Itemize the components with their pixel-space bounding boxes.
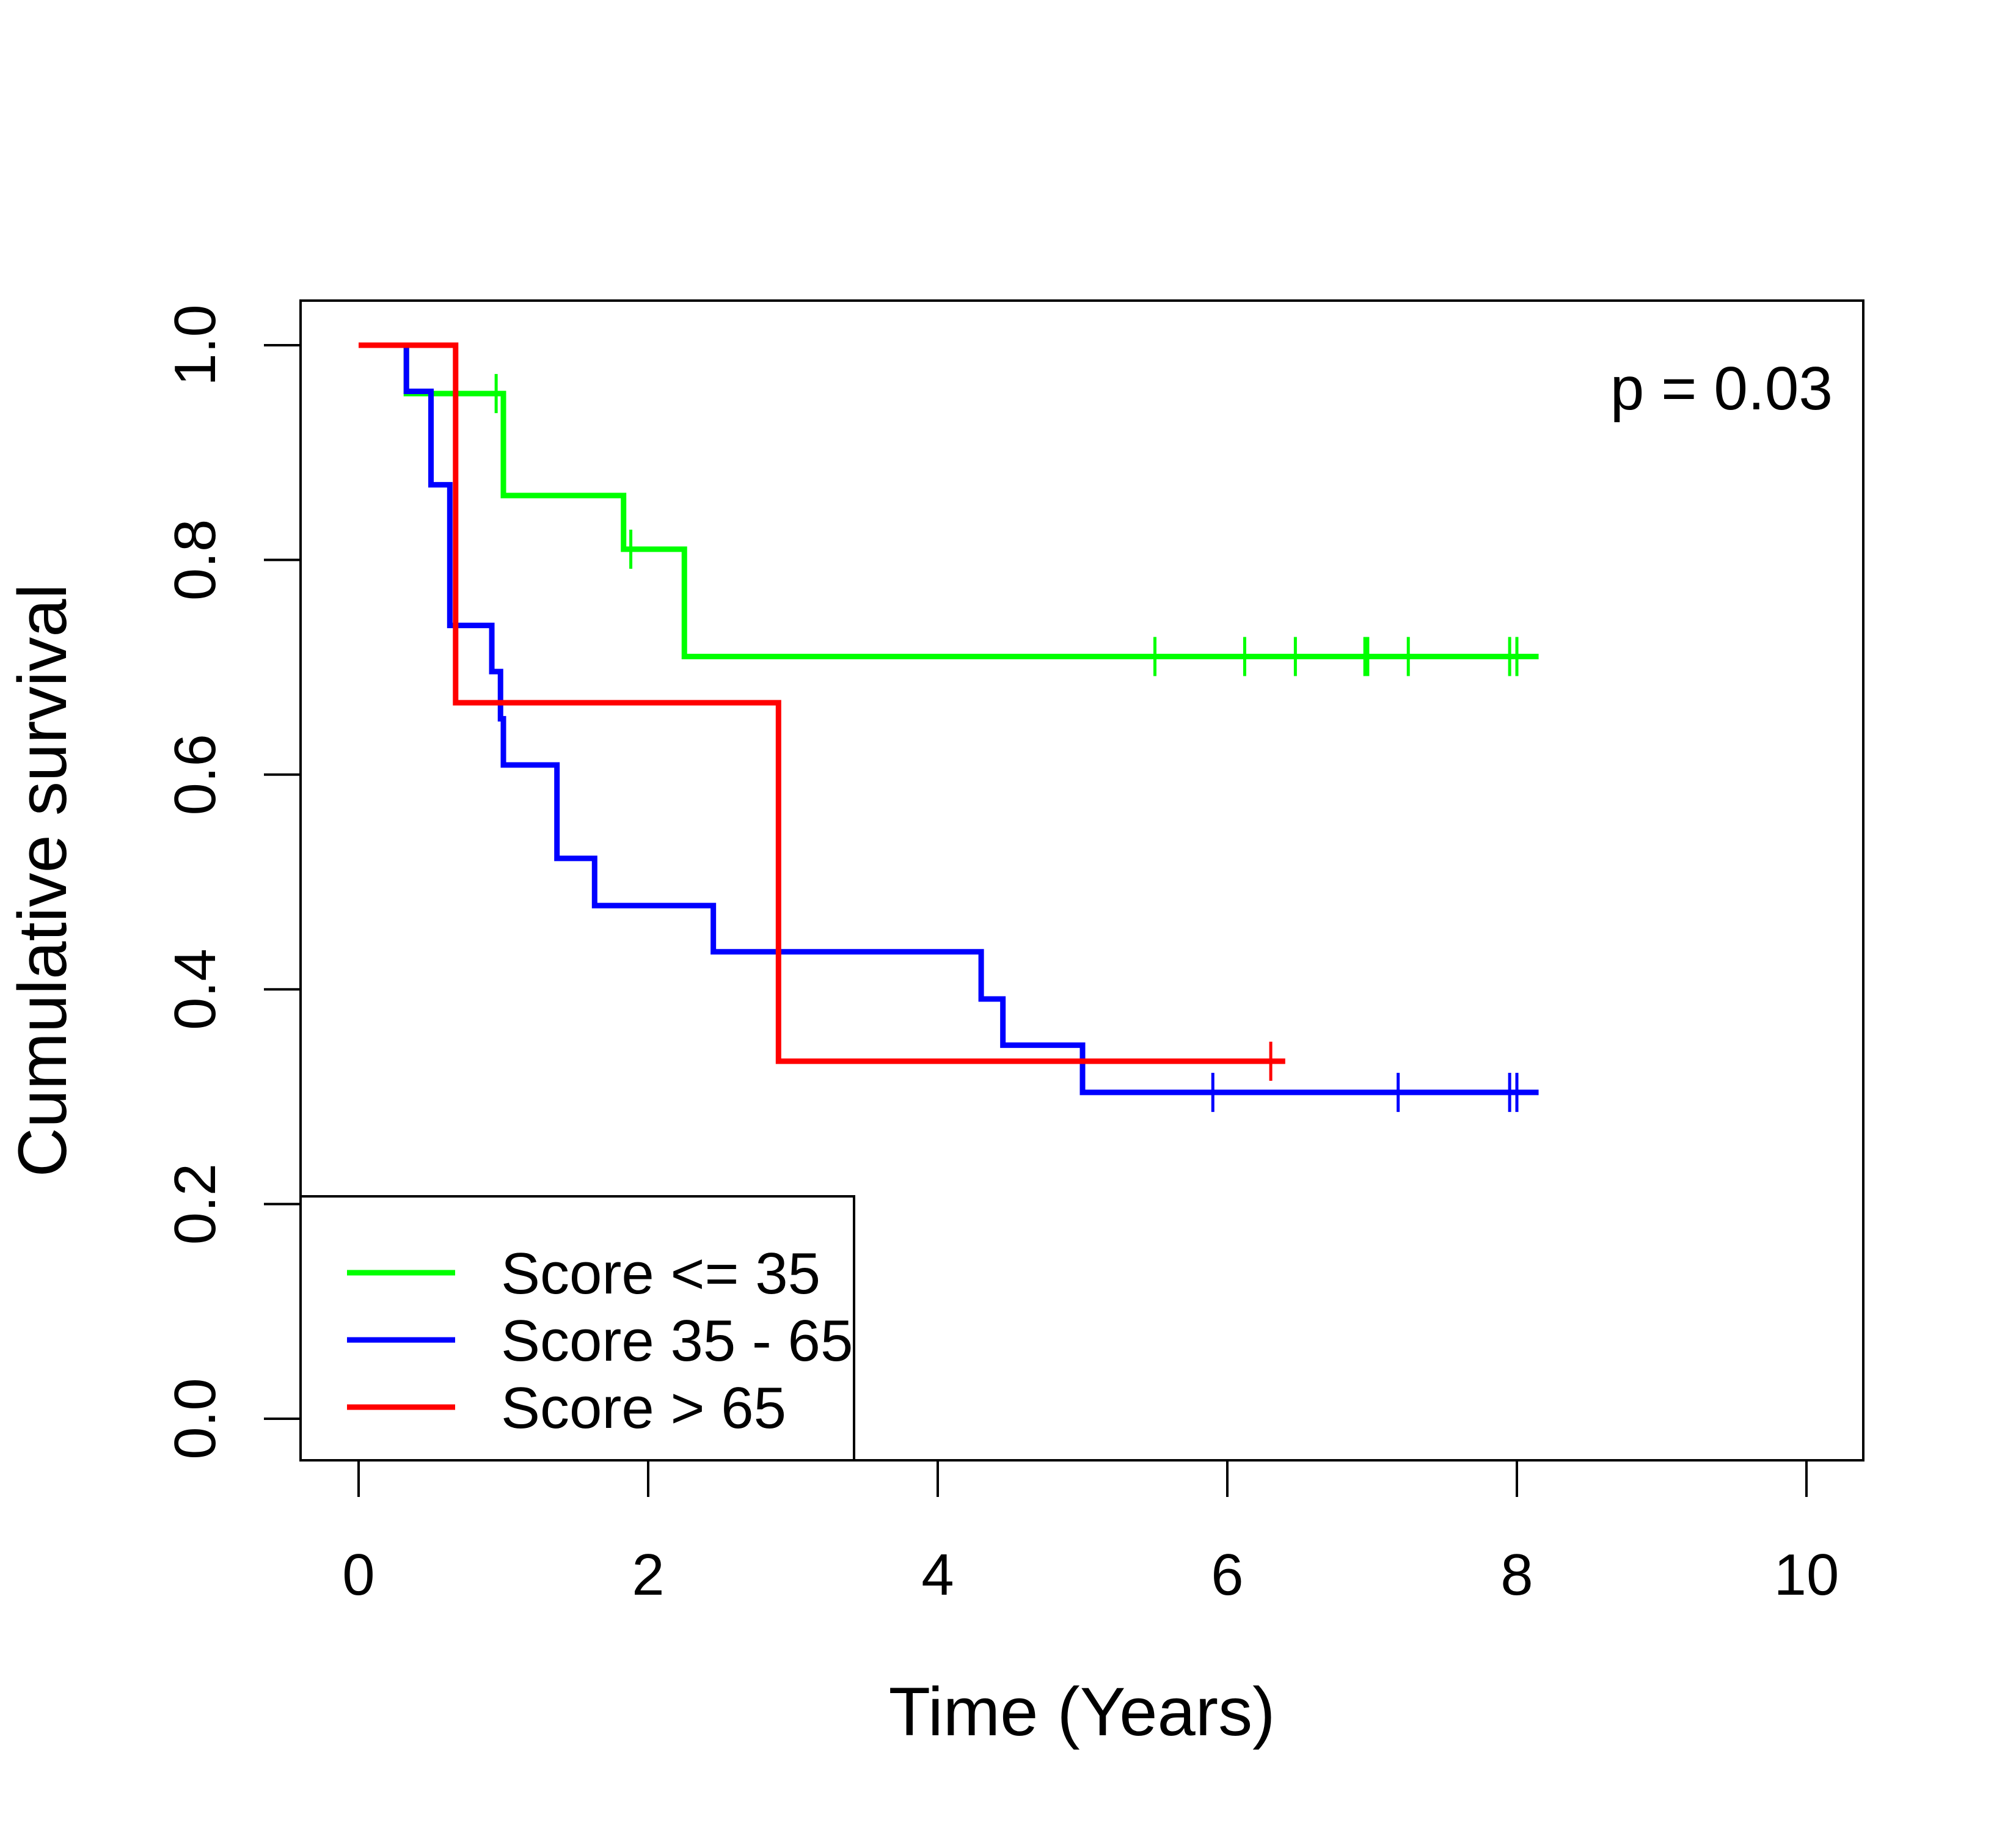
y-axis: 0.0 0.2 0.4 0.6 0.8 1.0 bbox=[163, 304, 302, 1460]
survival-curve bbox=[359, 342, 1539, 660]
x-tick-label: 10 bbox=[1774, 1542, 1839, 1608]
y-tick-label: 0.4 bbox=[163, 948, 228, 1030]
x-tick-label: 6 bbox=[1211, 1542, 1243, 1608]
legend-label: Score <= 35 bbox=[501, 1241, 820, 1306]
survival-curve bbox=[359, 342, 1539, 1096]
y-tick-label: 0.2 bbox=[163, 1163, 228, 1245]
x-tick-label: 2 bbox=[632, 1542, 664, 1608]
x-tick-label: 8 bbox=[1500, 1542, 1533, 1608]
p-value-annotation: p = 0.03 bbox=[1610, 354, 1833, 423]
y-axis-label: Cumulative survival bbox=[4, 584, 81, 1177]
x-axis: 0 2 4 6 8 10 bbox=[342, 1459, 1839, 1608]
x-tick-label: 0 bbox=[342, 1542, 374, 1608]
legend-box bbox=[299, 1195, 855, 1462]
survival-curves bbox=[359, 342, 1539, 1112]
survival-curve bbox=[359, 342, 1285, 1064]
y-tick-label: 0.8 bbox=[163, 519, 228, 601]
x-tick-label: 4 bbox=[921, 1542, 954, 1608]
legend-label: Score > 65 bbox=[501, 1375, 786, 1441]
y-tick-label: 0.6 bbox=[163, 734, 228, 815]
y-tick-label: 1.0 bbox=[163, 304, 228, 386]
x-axis-label: Time (Years) bbox=[889, 1674, 1276, 1750]
y-tick-label: 0.0 bbox=[163, 1378, 228, 1459]
legend-label: Score 35 - 65 bbox=[501, 1308, 853, 1374]
